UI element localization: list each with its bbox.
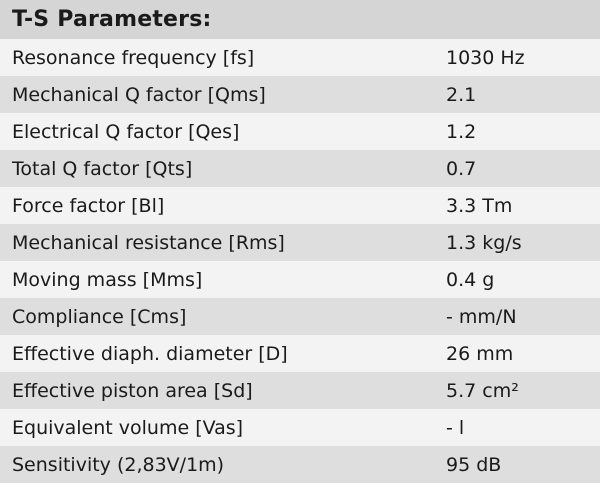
parameter-label: Effective diaph. diameter [D] [12,342,288,365]
parameter-value: 5.7 cm² [446,379,519,402]
table-title: T-S Parameters: [12,7,212,32]
table-row: Equivalent volume [Vas] - l [0,409,600,446]
table-row: Resonance frequency [fs] 1030 Hz [0,39,600,76]
table-row: Mechanical resistance [Rms] 1.3 kg/s [0,224,600,261]
parameter-label: Equivalent volume [Vas] [12,416,244,439]
parameter-value: 3.3 Tm [446,194,513,217]
table-row: Sensitivity (2,83V/1m) 95 dB [0,446,600,483]
parameter-value: 1.3 kg/s [446,231,522,254]
table-row: Mechanical Q factor [Qms] 2.1 [0,76,600,113]
parameter-label: Total Q factor [Qts] [12,157,193,180]
parameter-label: Sensitivity (2,83V/1m) [12,453,225,476]
parameter-label: Electrical Q factor [Qes] [12,120,240,143]
table-row: Total Q factor [Qts] 0.7 [0,150,600,187]
table-body: Resonance frequency [fs] 1030 Hz Mechani… [0,39,600,487]
table-row: Compliance [Cms] - mm/N [0,298,600,335]
parameter-label: Mechanical resistance [Rms] [12,231,285,254]
parameter-value: 2.1 [446,83,477,106]
parameter-value: - mm/N [446,305,517,328]
parameter-label: Moving mass [Mms] [12,268,203,291]
parameter-value: - l [446,416,465,439]
parameter-value: 26 mm [446,342,514,365]
table-row: Force factor [Bl] 3.3 Tm [0,187,600,224]
parameter-value: 1030 Hz [446,46,525,69]
table-row: Effective piston area [Sd] 5.7 cm² [0,372,600,409]
table-row: Effective diaph. diameter [D] 26 mm [0,335,600,372]
parameter-label: Compliance [Cms] [12,305,187,328]
parameter-value: 0.4 g [446,268,495,291]
parameter-label: Force factor [Bl] [12,194,165,217]
parameter-value: 1.2 [446,120,477,143]
table-row: Electrical Q factor [Qes] 1.2 [0,113,600,150]
parameter-label: Effective piston area [Sd] [12,379,253,402]
table-row: Moving mass [Mms] 0.4 g [0,261,600,298]
parameter-label: Resonance frequency [fs] [12,46,255,69]
parameter-label: Mechanical Q factor [Qms] [12,83,266,106]
parameter-value: 95 dB [446,453,502,476]
parameter-value: 0.7 [446,157,477,180]
table-header: T-S Parameters: [0,0,600,39]
